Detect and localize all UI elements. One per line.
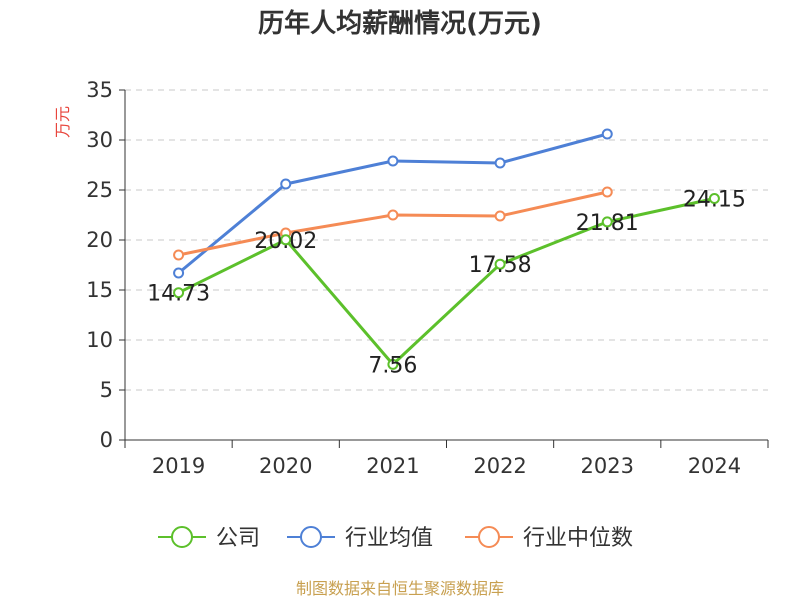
- series-0: [173, 193, 720, 370]
- point-2-2022[interactable]: [494, 210, 506, 222]
- grid-lines: [125, 89, 768, 391]
- legend[interactable]: 公司 行业均值 行业中位数: [158, 526, 633, 551]
- legend-label-0: 公司: [216, 526, 260, 551]
- legend-item-2[interactable]: 行业中位数: [465, 526, 633, 551]
- y-axis-label: 万元: [53, 106, 72, 138]
- source-note: 制图数据来自恒生聚源数据库: [296, 579, 504, 598]
- y-tick-label-10: 10: [86, 328, 113, 352]
- legend-label-1: 行业均值: [345, 526, 433, 551]
- y-tick-label-20: 20: [86, 228, 113, 252]
- point-2-2023[interactable]: [601, 186, 613, 198]
- x-tick-label-2022: 2022: [473, 454, 526, 478]
- x-tick-label-2021: 2021: [366, 454, 419, 478]
- point-1-2019[interactable]: [173, 267, 185, 279]
- point-2-2019[interactable]: [173, 249, 185, 261]
- data-label-2023: 21.81: [576, 211, 639, 236]
- y-tick-label-25: 25: [86, 178, 113, 202]
- data-label-2021: 7.56: [368, 353, 417, 378]
- y-tick-label-0: 0: [100, 428, 113, 452]
- x-tick-label-2019: 2019: [152, 454, 205, 478]
- data-label-2020: 20.02: [254, 229, 317, 254]
- legend-marker-0: [171, 526, 193, 548]
- legend-item-1[interactable]: 行业均值: [287, 526, 433, 551]
- legend-marker-1: [300, 526, 322, 548]
- data-label-2024: 24.15: [683, 188, 746, 213]
- axes: 0 5 10 15 20 25 30 35 2019 2020 2021 2022 2023 2024: [86, 78, 769, 478]
- data-labels: 14.73 20.02 7.56 17.58 21.81 24.15: [147, 188, 746, 379]
- point-0-2024[interactable]: [708, 193, 720, 204]
- legend-marker-2: [478, 526, 500, 548]
- y-tick-label-5: 5: [100, 378, 113, 402]
- point-2-2021[interactable]: [387, 209, 399, 221]
- data-label-2019: 14.73: [147, 282, 210, 307]
- series-line-1: [177, 132, 608, 275]
- data-label-2022: 17.58: [469, 253, 532, 278]
- series-line-2: [178, 190, 608, 257]
- point-0-2021[interactable]: [387, 358, 399, 370]
- y-tick-label-15: 15: [86, 278, 113, 302]
- point-0-2019[interactable]: [173, 287, 185, 299]
- series-1: [173, 128, 613, 279]
- point-0-2022[interactable]: [494, 258, 506, 270]
- x-tick-label-2023: 2023: [581, 454, 634, 478]
- point-1-2022[interactable]: [494, 157, 506, 169]
- point-1-2023[interactable]: [601, 128, 613, 140]
- y-tick-label-30: 30: [86, 128, 113, 152]
- legend-item-0[interactable]: 公司: [158, 526, 260, 551]
- x-tick-label-2024: 2024: [688, 454, 741, 478]
- point-0-2023[interactable]: [601, 216, 613, 228]
- chart-title: 历年人均薪酬情况(万元): [258, 8, 542, 39]
- series-line-0: [177, 197, 715, 366]
- x-tick-label-2020: 2020: [259, 454, 312, 478]
- series-group: [173, 128, 720, 370]
- y-tick-label-35: 35: [86, 78, 113, 102]
- point-0-2020[interactable]: [280, 234, 292, 246]
- point-1-2020[interactable]: [280, 178, 292, 190]
- legend-label-2: 行业中位数: [523, 526, 633, 551]
- point-1-2021[interactable]: [387, 155, 399, 167]
